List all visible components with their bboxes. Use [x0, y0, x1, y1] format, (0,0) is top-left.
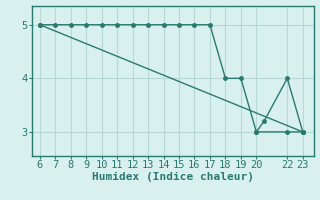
X-axis label: Humidex (Indice chaleur): Humidex (Indice chaleur)	[92, 172, 254, 182]
